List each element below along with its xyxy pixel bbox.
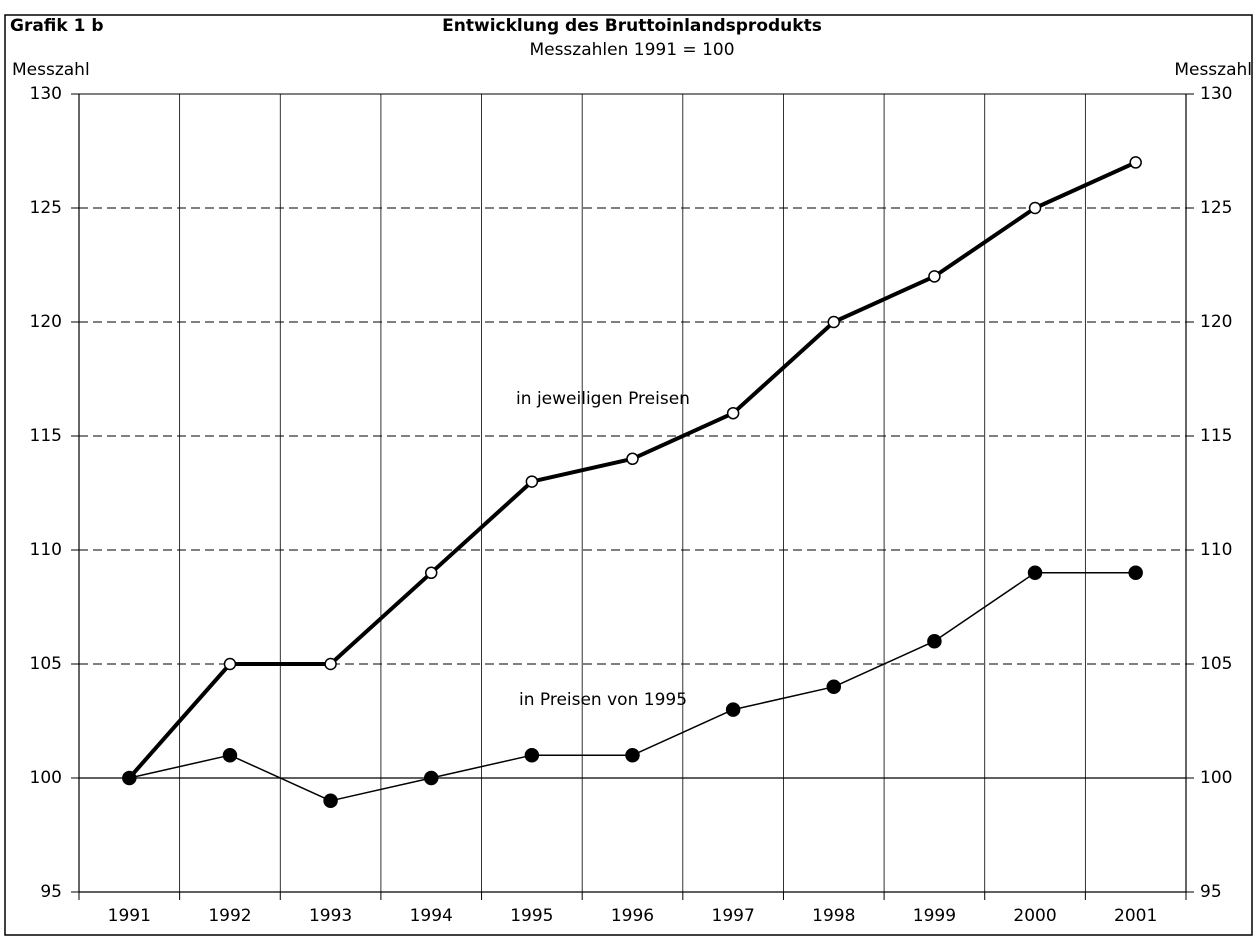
y2-tick-label: 130 bbox=[1200, 84, 1232, 104]
data-point bbox=[1027, 565, 1043, 581]
data-point bbox=[424, 566, 438, 580]
data-point bbox=[827, 315, 841, 329]
x-tick-label: 1992 bbox=[208, 906, 251, 926]
data-point bbox=[626, 452, 639, 466]
x-tick-label: 1999 bbox=[913, 906, 956, 926]
data-point bbox=[323, 793, 338, 809]
frame bbox=[4, 14, 1253, 936]
y-tick-label: 130 bbox=[30, 84, 62, 104]
y2-tick-label: 115 bbox=[1200, 426, 1232, 446]
x-tick-label: 2001 bbox=[1114, 906, 1157, 926]
data-point bbox=[1028, 201, 1042, 215]
y2-tick-label: 100 bbox=[1200, 768, 1232, 788]
y-tick-label: 115 bbox=[30, 426, 62, 446]
data-point bbox=[1129, 156, 1142, 169]
y2-tick-label: 125 bbox=[1200, 198, 1232, 218]
x-tick-label: 1993 bbox=[309, 906, 352, 926]
y2-tick-label: 110 bbox=[1200, 540, 1232, 560]
x-tick-label: 1996 bbox=[611, 906, 654, 926]
data-point bbox=[223, 657, 237, 671]
y-tick-label: 125 bbox=[30, 198, 62, 218]
data-point bbox=[324, 657, 337, 671]
data-point bbox=[927, 633, 942, 649]
x-tick-label: 1991 bbox=[108, 906, 151, 926]
data-point bbox=[423, 770, 439, 786]
x-tick-label: 2000 bbox=[1013, 906, 1056, 926]
y-tick-label: 95 bbox=[40, 882, 62, 902]
data-point bbox=[524, 747, 540, 763]
x-tick-label: 1998 bbox=[812, 906, 855, 926]
data-point bbox=[122, 770, 137, 786]
chart-title: Entwicklung des Bruttoinlandsprodukts bbox=[442, 16, 822, 36]
y2-tick-label: 120 bbox=[1200, 312, 1232, 332]
chart-label: Grafik 1 b bbox=[10, 16, 104, 36]
y-tick-label: 105 bbox=[30, 654, 62, 674]
data-point bbox=[725, 702, 741, 717]
data-point bbox=[928, 270, 941, 283]
series-label: in jeweiligen Preisen bbox=[516, 389, 690, 409]
x-tick-label: 1997 bbox=[712, 906, 755, 926]
x-tick-label: 1995 bbox=[510, 906, 553, 926]
data-point bbox=[726, 406, 740, 420]
y-tick-label: 120 bbox=[30, 312, 62, 332]
y-tick-label: 110 bbox=[30, 540, 62, 560]
x-tick-label: 1994 bbox=[410, 906, 453, 926]
data-point bbox=[525, 475, 539, 488]
data-point bbox=[1128, 565, 1143, 581]
data-point bbox=[222, 747, 238, 763]
y2-axis-label: Messzahl bbox=[1174, 60, 1252, 80]
chart-subtitle: Messzahlen 1991 = 100 bbox=[529, 40, 734, 60]
y2-tick-label: 95 bbox=[1200, 882, 1222, 902]
series-label: in Preisen von 1995 bbox=[519, 690, 687, 710]
y2-tick-label: 105 bbox=[1200, 654, 1232, 674]
data-point bbox=[826, 679, 842, 695]
y-axis-label: Messzahl bbox=[12, 60, 90, 80]
y-tick-label: 100 bbox=[30, 768, 62, 788]
data-point bbox=[625, 747, 640, 763]
